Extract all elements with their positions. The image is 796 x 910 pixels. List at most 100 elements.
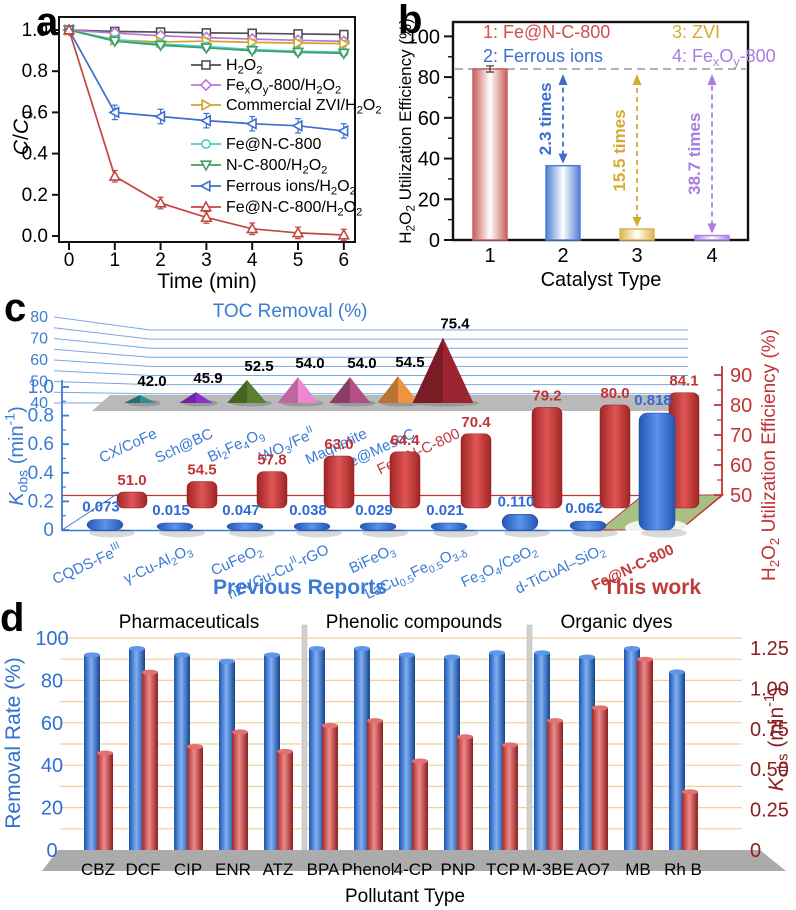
cone [277,377,319,403]
marker-triangle-down [200,43,213,55]
kobs-bar [569,520,607,531]
kobs-value: 0.021 [426,502,464,519]
cone-value: 45.9 [193,370,222,387]
cone [377,376,419,403]
x-tick-label: 1 [110,250,121,271]
removal-bar [624,648,640,850]
panel-b-label: b [398,0,423,42]
removal-bar [264,654,280,850]
annotation-label: 3: ZVI [672,22,720,42]
kobs-bar [637,659,653,850]
y-tick-label: 60 [418,108,440,130]
removal-bar [399,654,415,850]
x-category-label: M-3BE [522,860,574,879]
cone-value: 42.0 [137,373,166,390]
arrow-head-up [707,73,717,85]
right-axis-title: Kobs (min-1) [762,687,791,791]
marker-triangle-up [291,226,305,238]
inset-gridline [53,381,688,386]
cone [124,395,156,403]
kobs-bar [226,522,264,531]
marker-square [201,60,211,70]
panel-a-label: a [36,0,59,44]
kobs-value: 0.015 [152,502,190,519]
right-tick-label: 0.50 [750,759,789,781]
x-axis-title: Catalyst Type [541,269,662,291]
efficiency-bar [389,451,421,509]
panel-c-3d-bar-chart: 80 70 60 50 40 TOC Removal (%) 42.0 CX/CoFe 45.9… [2,301,783,605]
marker-triangle-down [199,160,213,172]
category-label: LaCu0.5Fe0.5O3-δ [362,541,469,605]
removal-bar-top [624,646,640,652]
removal-bar [174,654,190,850]
kobs-bar [277,751,293,850]
efficiency-bar [256,471,288,509]
y-tick-label: 0.6 [22,102,48,123]
removal-bar [84,654,100,850]
legend-label: H2O2 [226,57,262,77]
marker-triangle-up [199,200,213,212]
left-tick-label: 40 [41,755,63,777]
inset-tick-label: 50 [30,374,48,391]
marker-triangle-right [201,98,213,112]
legend-label: Fe@N-C-800 [226,136,321,153]
y-tick-label: 20 [418,189,440,211]
removal-bar-top [219,658,235,664]
arrow-label: 15.5 times [610,109,629,191]
kobs-bar-top [142,669,158,675]
inset-tick-label: 70 [30,331,48,348]
panel-a-plot: 0 1 2 3 4 5 6 0.0 0.2 0.4 0.6 0.8 1.0 Time (min) C/C0 H… [10,16,382,293]
inset-gridline [53,316,688,331]
kobs-bar [322,725,338,850]
inset-gridline [53,338,688,349]
marker-triangle-left [245,117,257,130]
efficiency-value: 70.4 [461,414,491,431]
group-separator [526,624,533,851]
x-category-label: MB [625,860,651,879]
cone-value: 52.5 [244,358,273,375]
left-tick-label: 80 [41,670,63,692]
this-work-label: This work [603,576,701,599]
x-category-label: AO7 [576,860,610,879]
bar-shadow [433,528,479,538]
kobs-bar [412,761,428,850]
y-axis-title: H2O2 Utilization Efficiency (%) [396,18,418,244]
series-5 [62,23,349,139]
kobs-value: 0.818 [634,392,672,409]
previous-reports-label: Previous Reports [213,576,387,599]
removal-bar-top [264,652,280,658]
marker-triangle-left [108,106,120,119]
marker-triangle-right [293,36,305,50]
kobs-bar-top [502,742,518,748]
legend-item: Ferrous ions/H2O2 [191,178,356,198]
x-axis-title: Time (min) [157,270,257,293]
kobs-bar [156,522,194,531]
marker-triangle-left [337,124,349,138]
marker-triangle-down [246,45,259,58]
kobs-bar [502,744,518,850]
cone-shade [329,377,350,403]
category-label: Fe3O4/CeO2 [458,541,540,593]
removal-bar [534,652,550,850]
bar-shadow [89,528,135,538]
right-tick-label: 60 [730,455,752,477]
removal-bar [444,657,460,850]
group-title: Phenolic compounds [326,612,502,633]
series-6 [62,23,350,242]
left-tick-label: 60 [41,713,63,735]
x-category-label: BPA [307,860,340,879]
marker-diamond [199,78,213,92]
y-axis-title: C/C0 [10,111,37,155]
removal-bar [489,652,505,850]
legend-label: N-C-800/H2O2 [226,157,327,177]
removal-bar-top [444,654,460,660]
kobs-bar [501,514,539,531]
bar-shadow [504,528,550,538]
y-tick-label: 0 [429,230,440,252]
arrow-label: 38.7 times [685,113,704,195]
y-tick-label: 40 [418,149,440,171]
y-tick-label: 0.4 [22,144,49,165]
panel-a-line-chart: 0 1 2 3 4 5 6 0.0 0.2 0.4 0.6 0.8 1.0 Time (min) C/C0 H… [10,16,382,293]
cone [329,377,371,403]
